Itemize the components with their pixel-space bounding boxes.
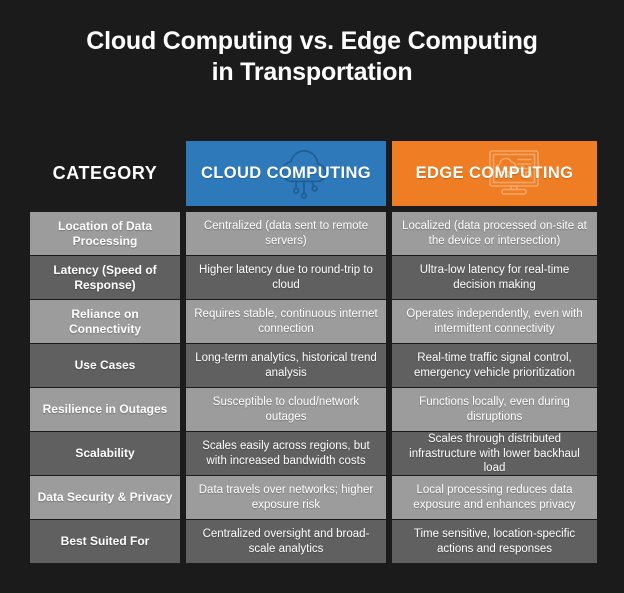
category-cell: Use Cases	[30, 344, 180, 387]
cloud-cell: Scales easily across regions, but with i…	[186, 432, 386, 475]
category-cell: Best Suited For	[30, 520, 180, 563]
category-cell: Reliance on Connectivity	[30, 300, 180, 343]
edge-cell: Real-time traffic signal control, emerge…	[392, 344, 597, 387]
edge-cell: Time sensitive, location-specific action…	[392, 520, 597, 563]
category-column-header: CATEGORY	[52, 163, 158, 183]
category-cell: Resilience in Outages	[30, 388, 180, 431]
edge-computing-header: EDGE COMPUTING	[392, 141, 597, 206]
edge-cell: Operates independently, even with interm…	[392, 300, 597, 343]
cloud-computing-header: CLOUD COMPUTING	[186, 141, 386, 206]
cloud-cell: Higher latency due to round-trip to clou…	[186, 256, 386, 299]
cloud-computing-label: CLOUD COMPUTING	[200, 164, 372, 182]
cloud-cell: Long-term analytics, historical trend an…	[186, 344, 386, 387]
edge-cell: Scales through distributed infrastructur…	[392, 432, 597, 475]
table-header-row: CATEGORY CLOUD COMPUTING	[30, 141, 597, 206]
cloud-cell: Requires stable, continuous internet con…	[186, 300, 386, 343]
page-title: Cloud Computing vs. Edge Computing in Tr…	[0, 26, 624, 88]
comparison-table: CATEGORY CLOUD COMPUTING	[30, 141, 597, 563]
edge-cell: Localized (data processed on-site at the…	[392, 212, 597, 255]
edge-cell: Functions locally, even during disruptio…	[392, 388, 597, 431]
category-cell: Location of Data Processing	[30, 212, 180, 255]
category-cell: Scalability	[30, 432, 180, 475]
cloud-cell: Centralized (data sent to remote servers…	[186, 212, 386, 255]
edge-monitor-icon	[488, 150, 539, 195]
category-cell: Data Security & Privacy	[30, 476, 180, 519]
cloud-cell: Susceptible to cloud/network outages	[186, 388, 386, 431]
category-cell: Latency (Speed of Response)	[30, 256, 180, 299]
edge-computing-label: EDGE COMPUTING	[415, 164, 574, 182]
cloud-cell: Data travels over networks; higher expos…	[186, 476, 386, 519]
cloud-network-icon	[281, 150, 327, 199]
table-body: Location of Data Processing Centralized …	[30, 212, 597, 563]
page-title-line2: in Transportation	[211, 58, 413, 86]
cloud-cell: Centralized oversight and broad-scale an…	[186, 520, 386, 563]
edge-cell: Ultra-low latency for real-time decision…	[392, 256, 597, 299]
edge-cell: Local processing reduces data exposure a…	[392, 476, 597, 519]
page-title-line1: Cloud Computing vs. Edge Computing	[86, 27, 538, 55]
